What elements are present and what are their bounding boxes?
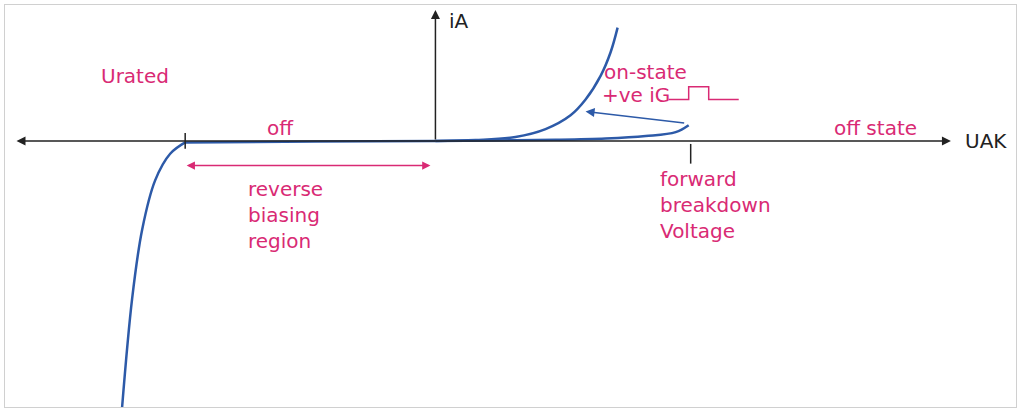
svg-text:+ve iG: +ve iG — [602, 83, 670, 107]
svg-text:off: off — [267, 116, 294, 140]
svg-text:Urated: Urated — [101, 64, 169, 88]
svg-text:forwardbreakdownVoltage: forwardbreakdownVoltage — [660, 167, 771, 243]
svg-text:iA: iA — [449, 9, 469, 33]
svg-text:off state: off state — [834, 116, 917, 140]
svg-text:reversebiasingregion: reversebiasingregion — [248, 177, 323, 253]
svg-text:on-state: on-state — [604, 60, 687, 84]
svg-text:UAK: UAK — [965, 129, 1007, 153]
